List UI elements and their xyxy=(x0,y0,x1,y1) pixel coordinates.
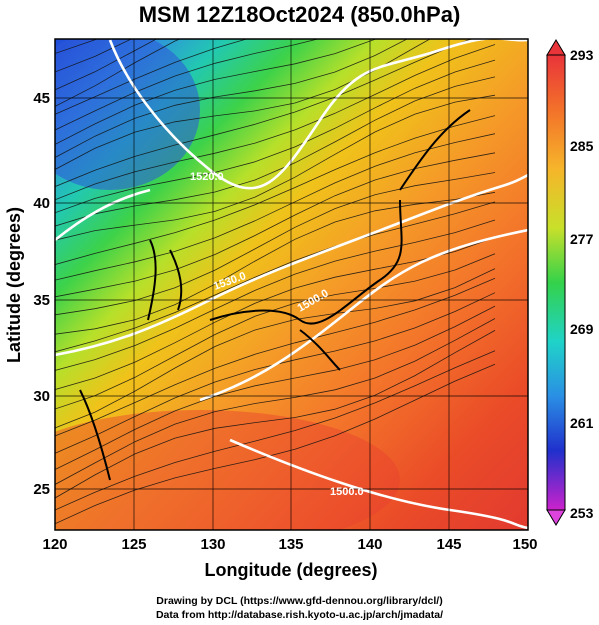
y-tick-label: 30 xyxy=(33,388,50,405)
contour-label: 1520.0 xyxy=(190,171,224,183)
colorbar-tick-label: 261 xyxy=(570,415,594,431)
streamline xyxy=(55,268,496,429)
credits: Drawing by DCL (https://www.gfd-dennou.o… xyxy=(0,594,599,622)
credit-line: Drawing by DCL (https://www.gfd-dennou.o… xyxy=(156,595,443,607)
colorbar xyxy=(546,54,566,511)
streamline xyxy=(55,277,496,437)
streamline xyxy=(55,330,496,499)
y-axis-label: Latitude (degrees) xyxy=(4,207,24,363)
map-chart: 1500.0 1500.0 1530.0 1520.0 120 125 130 … xyxy=(4,0,594,580)
streamline xyxy=(55,39,320,131)
streamline xyxy=(55,292,496,454)
x-axis-label: Longitude (degrees) xyxy=(204,560,377,580)
x-tick-label: 120 xyxy=(42,536,67,553)
colorbar-tick-label: 293 xyxy=(570,47,594,63)
x-tick-label: 145 xyxy=(436,536,461,553)
x-tick-label: 125 xyxy=(121,536,146,553)
height-contours xyxy=(55,39,528,530)
streamline xyxy=(55,191,496,335)
streamline xyxy=(55,39,181,107)
streamline xyxy=(55,201,496,353)
streamline xyxy=(55,0,495,35)
colorbar-tick-label: 269 xyxy=(570,321,594,337)
x-tick-label: 150 xyxy=(512,536,537,553)
chart-title: MSM 12Z18Oct2024 (850.0hPa) xyxy=(138,2,461,27)
y-tick-label: 45 xyxy=(33,90,50,107)
colorbar-tick-label: 285 xyxy=(570,138,594,154)
streamline xyxy=(55,39,248,115)
streamline xyxy=(55,59,496,222)
streamline xyxy=(55,219,496,371)
streamline xyxy=(55,39,377,145)
grid-lines xyxy=(55,39,528,530)
streamline xyxy=(55,115,496,270)
streamline xyxy=(55,363,496,526)
streamline xyxy=(55,44,496,206)
colorbar-tick-label: 253 xyxy=(570,505,594,521)
streamline xyxy=(55,237,496,391)
y-tick-label: 40 xyxy=(33,195,50,212)
colorbar-tick-label: 277 xyxy=(570,231,594,247)
colorbar-min-arrow xyxy=(546,509,566,526)
streamline xyxy=(55,318,496,485)
x-tick-label: 140 xyxy=(357,536,382,553)
streamline xyxy=(55,253,496,410)
x-tick-label: 130 xyxy=(200,536,225,553)
y-tick-label: 25 xyxy=(33,481,50,498)
colorbar-max-arrow xyxy=(546,39,566,56)
streamline xyxy=(55,172,496,318)
streamline xyxy=(55,133,496,286)
streamline xyxy=(55,39,408,158)
streamline xyxy=(55,39,158,91)
streamline xyxy=(55,305,496,471)
plot-frame xyxy=(54,38,529,531)
streamline xyxy=(55,94,496,254)
streamline xyxy=(55,350,496,511)
contour-label: 1500.0 xyxy=(330,486,364,498)
x-tick-label: 135 xyxy=(278,536,303,553)
streamline xyxy=(55,39,133,73)
y-tick-label: 35 xyxy=(33,292,50,309)
streamline xyxy=(55,39,431,174)
cold-region xyxy=(55,39,200,190)
coastline xyxy=(79,109,471,481)
warm-region xyxy=(55,410,400,530)
streamline xyxy=(55,39,473,190)
credit-line: Data from http://database.rish.kyoto-u.a… xyxy=(155,609,444,621)
